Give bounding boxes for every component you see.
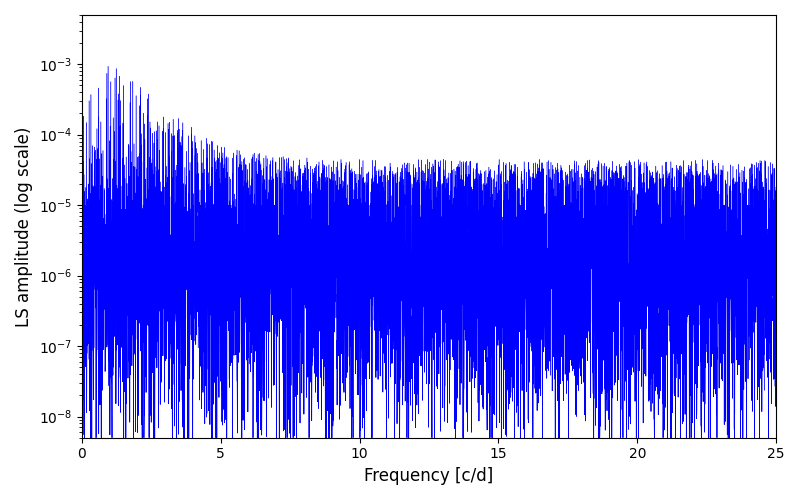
X-axis label: Frequency [c/d]: Frequency [c/d] [364,467,494,485]
Y-axis label: LS amplitude (log scale): LS amplitude (log scale) [15,126,33,326]
